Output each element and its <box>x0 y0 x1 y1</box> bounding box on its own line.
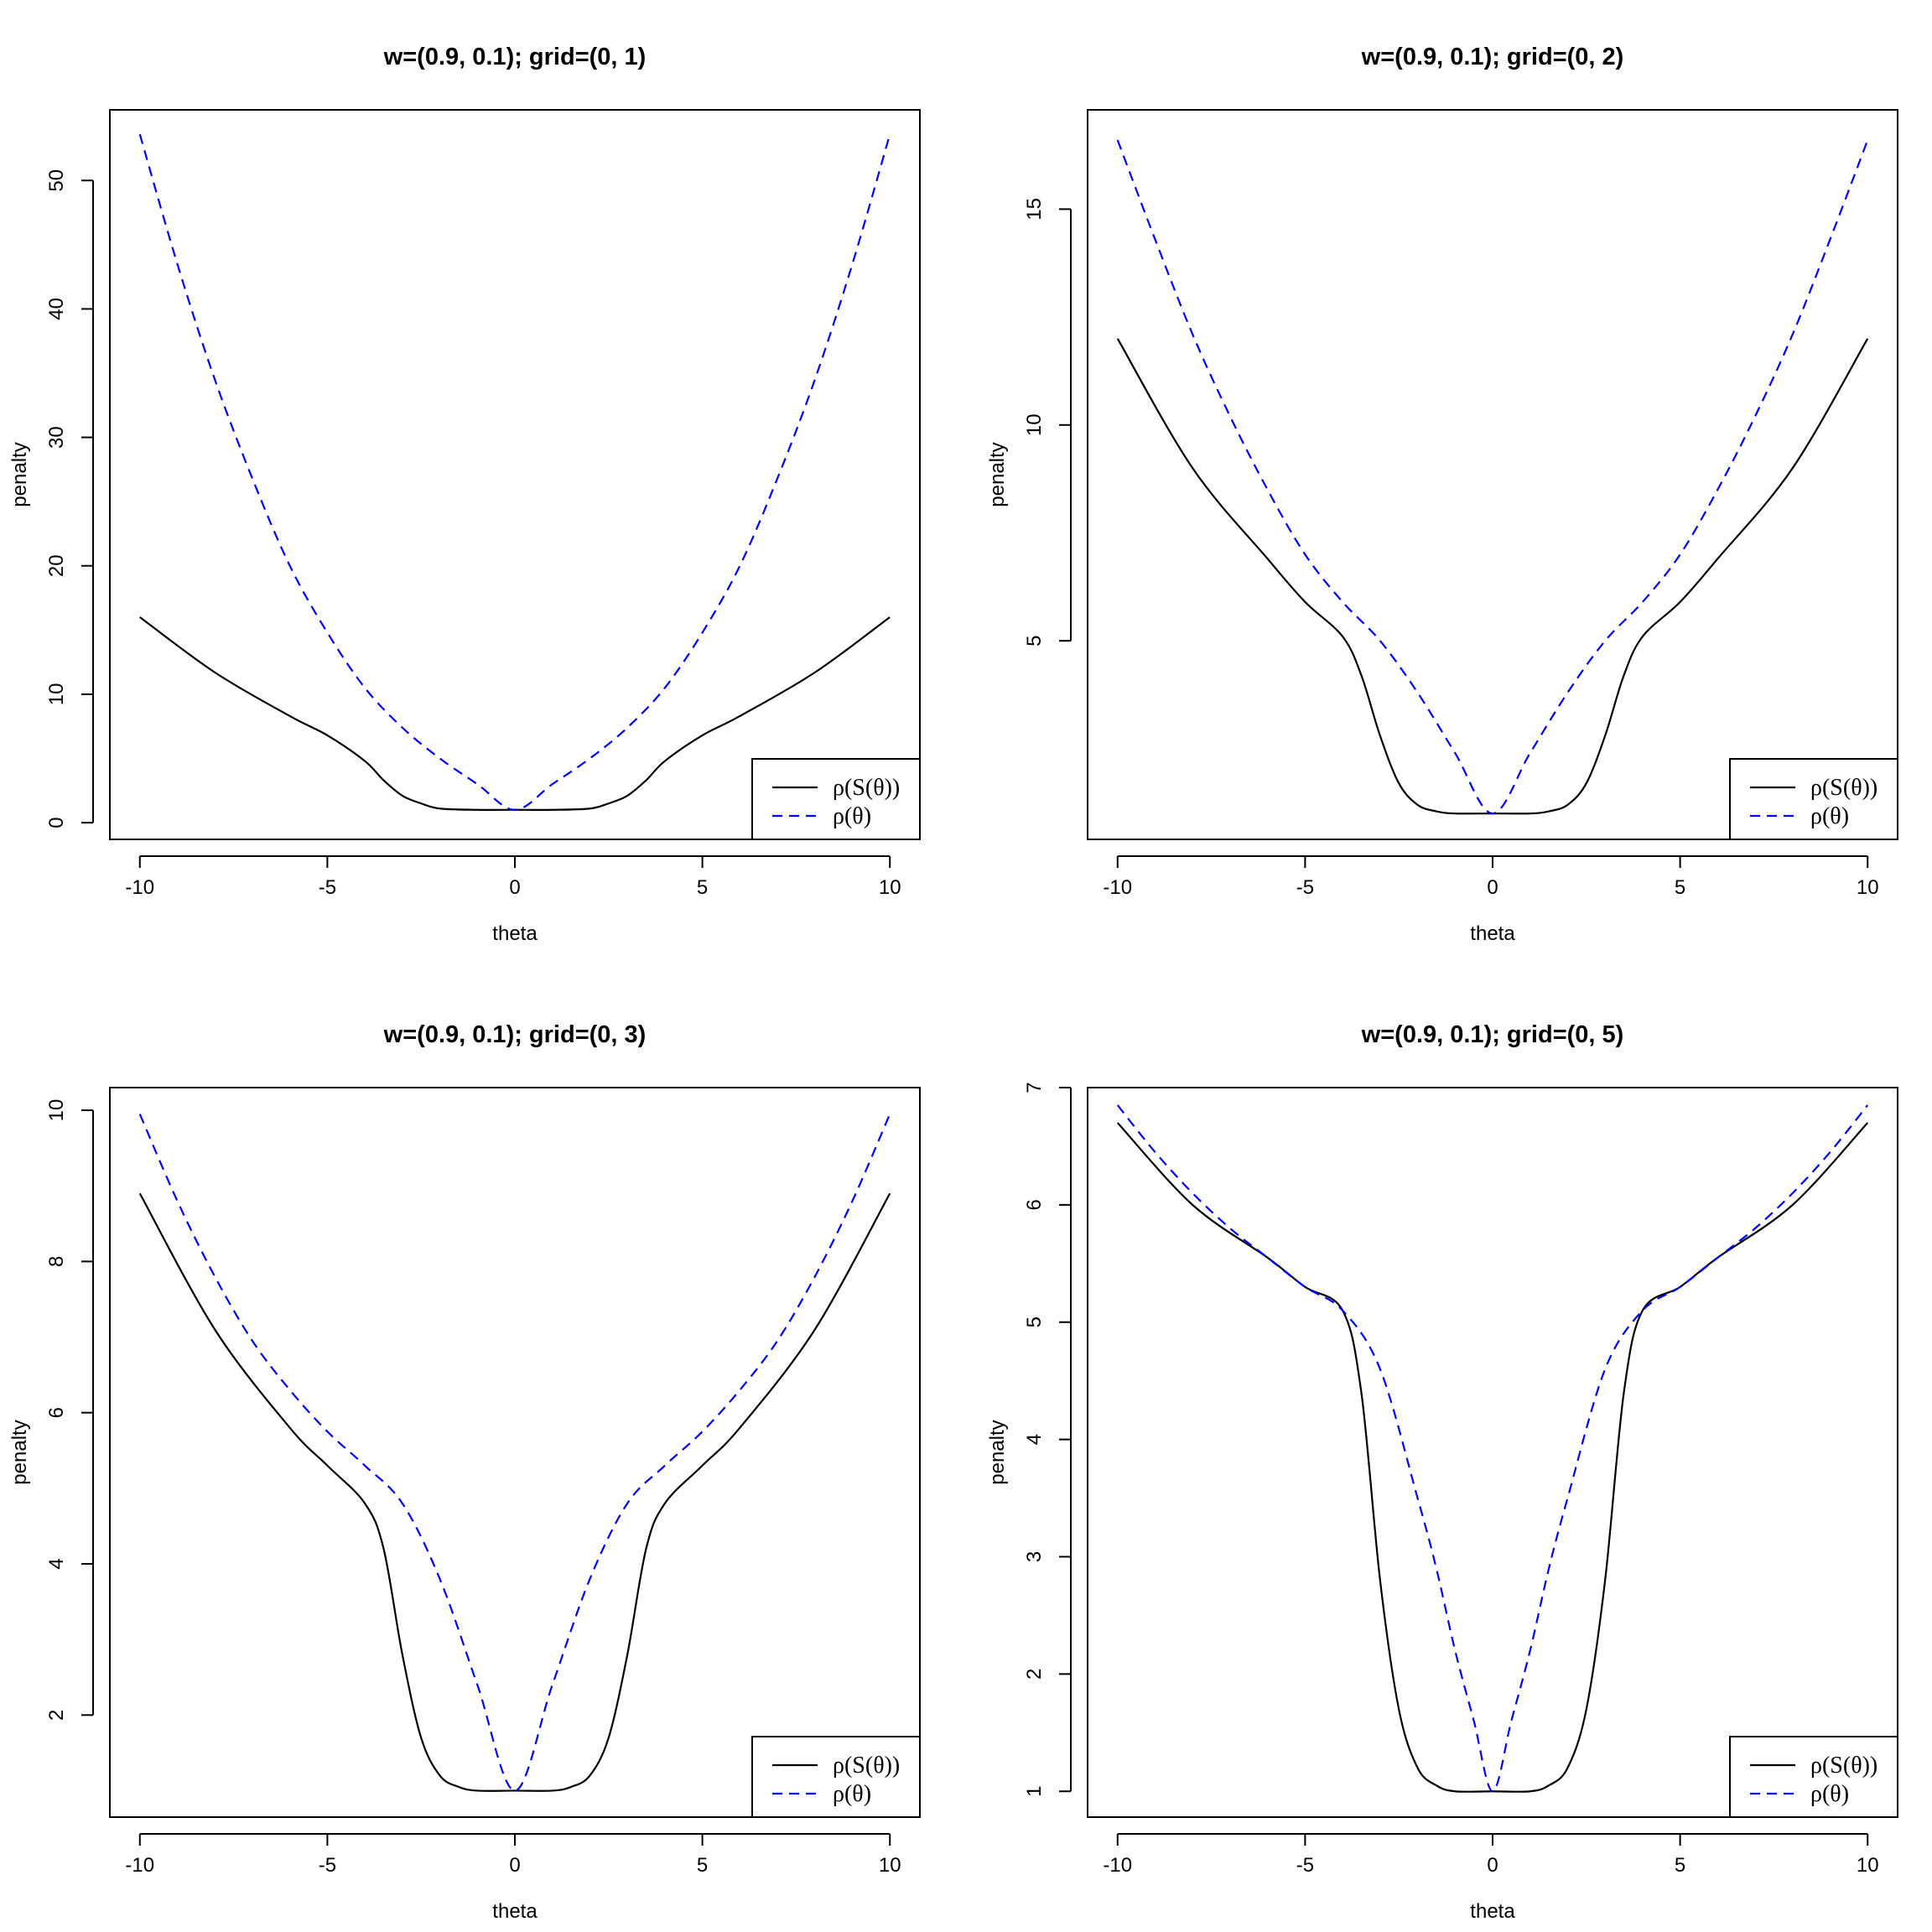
y-tick-label: 4 <box>1023 1434 1046 1445</box>
x-axis-label: theta <box>492 1900 538 1923</box>
chart-panel-4: w=(0.9, 0.1); grid=(0, 5) -10 -5 0 5 10 theta 1… <box>986 1021 1898 1923</box>
x-tick-label: -5 <box>319 1854 336 1877</box>
plot-frame <box>1087 1087 1898 1818</box>
series-line-rho-s-theta <box>1116 1122 1869 1793</box>
x-axis-label: theta <box>1470 1900 1515 1923</box>
series-line-rho-theta <box>138 1114 891 1792</box>
legend-box <box>1729 1736 1898 1818</box>
x-tick-label: 10 <box>1857 1854 1879 1877</box>
legend-box <box>1729 758 1898 840</box>
x-tick-label: -10 <box>125 1854 154 1877</box>
legend: ρ(S(θ))ρ(θ) <box>751 758 921 840</box>
y-tick-label: 10 <box>1023 413 1046 436</box>
series-line-rho-theta <box>138 133 891 811</box>
y-tick-label: 1 <box>1023 1786 1046 1797</box>
y-tick-label: 5 <box>1023 636 1046 647</box>
x-tick-label: -5 <box>1296 1854 1314 1877</box>
legend-label-2: ρ(θ) <box>833 803 871 829</box>
x-tick-label: -10 <box>125 876 154 899</box>
legend: ρ(S(θ))ρ(θ) <box>751 1736 921 1818</box>
y-axis-label: penalty <box>986 442 1009 506</box>
legend-label-1: ρ(S(θ)) <box>1810 1753 1877 1779</box>
x-tick-label: 0 <box>1487 1854 1498 1877</box>
x-tick-label: 5 <box>1675 1854 1685 1877</box>
x-axis-label: theta <box>1470 922 1515 945</box>
y-axis-label: penalty <box>8 442 31 506</box>
y-tick-label: 50 <box>45 169 68 192</box>
legend-box <box>751 758 921 840</box>
y-tick-label: 10 <box>45 683 68 706</box>
y-tick-label: 15 <box>1023 198 1046 221</box>
series-line-rho-s-theta <box>1116 338 1869 815</box>
x-tick-label: 5 <box>697 876 708 899</box>
legend-label-2: ρ(θ) <box>1810 803 1849 829</box>
x-tick-label: 5 <box>1675 876 1685 899</box>
chart-title: w=(0.9, 0.1); grid=(0, 3) <box>383 1021 647 1048</box>
y-tick-label: 6 <box>1023 1199 1046 1210</box>
chart-panel-2: w=(0.9, 0.1); grid=(0, 2) -10 -5 0 5 10 theta 5… <box>986 44 1898 945</box>
y-axis-label: penalty <box>986 1420 1009 1484</box>
chart-panel-1: w=(0.9, 0.1); grid=(0, 1) -10 -5 0 5 10 theta 0… <box>8 44 921 945</box>
legend-box <box>751 1736 921 1818</box>
legend-label-2: ρ(θ) <box>1810 1781 1849 1807</box>
x-tick-label: -10 <box>1103 1854 1132 1877</box>
chart-title: w=(0.9, 0.1); grid=(0, 5) <box>1361 1021 1624 1048</box>
legend: ρ(S(θ))ρ(θ) <box>1729 1736 1898 1818</box>
x-tick-label: -5 <box>319 876 336 899</box>
series-line-rho-theta <box>1116 139 1869 815</box>
chart-title: w=(0.9, 0.1); grid=(0, 1) <box>383 44 647 70</box>
x-tick-label: 0 <box>1487 876 1498 899</box>
x-tick-label: 10 <box>879 876 901 899</box>
x-tick-label: -5 <box>1296 876 1314 899</box>
y-tick-label: 40 <box>45 298 68 320</box>
plot-frame <box>109 1087 921 1818</box>
y-tick-label: 4 <box>45 1558 68 1569</box>
legend: ρ(S(θ))ρ(θ) <box>1729 758 1898 840</box>
series-line-rho-s-theta <box>138 1192 891 1792</box>
x-tick-label: 10 <box>1857 876 1879 899</box>
y-tick-label: 0 <box>45 817 68 828</box>
plot-frame <box>109 109 921 840</box>
y-tick-label: 5 <box>1023 1317 1046 1327</box>
x-tick-label: 5 <box>697 1854 708 1877</box>
y-tick-label: 2 <box>45 1710 68 1721</box>
y-axis-label: penalty <box>8 1420 31 1484</box>
x-axis-label: theta <box>492 922 538 945</box>
x-tick-label: 10 <box>879 1854 901 1877</box>
y-tick-label: 8 <box>45 1256 68 1267</box>
legend-label-1: ρ(S(θ)) <box>833 1753 900 1779</box>
y-tick-label: 20 <box>45 554 68 577</box>
y-tick-label: 3 <box>1023 1551 1046 1562</box>
plot-frame <box>1087 109 1898 840</box>
legend-label-1: ρ(S(θ)) <box>1810 775 1877 801</box>
x-tick-label: 0 <box>509 876 520 899</box>
y-tick-label: 7 <box>1023 1082 1046 1093</box>
series-line-rho-theta <box>1116 1104 1869 1793</box>
x-tick-label: -10 <box>1103 876 1132 899</box>
y-tick-label: 30 <box>45 426 68 449</box>
x-tick-label: 0 <box>509 1854 520 1877</box>
chart-panel-3: w=(0.9, 0.1); grid=(0, 3) -10 -5 0 5 10 theta 2… <box>8 1021 921 1923</box>
y-tick-label: 10 <box>45 1099 68 1122</box>
legend-label-1: ρ(S(θ)) <box>833 775 900 801</box>
legend-label-2: ρ(θ) <box>833 1781 871 1807</box>
y-tick-label: 6 <box>45 1407 68 1418</box>
y-tick-label: 2 <box>1023 1669 1046 1680</box>
chart-title: w=(0.9, 0.1); grid=(0, 2) <box>1361 44 1624 70</box>
